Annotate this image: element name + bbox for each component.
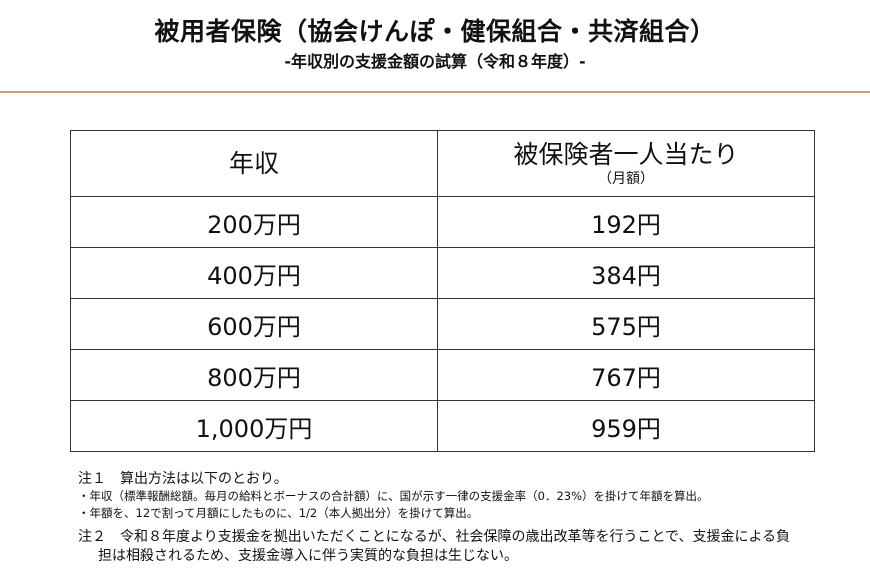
note1-bullet: ・年収（標準報酬総額。毎月の給料とボーナスの合計額）に、国が示す一律の支援金率（… [78,489,709,503]
notes-section: 注１ 算出方法は以下のとおり。 ・年収（標準報酬総額。毎月の給料とボーナスの合計… [78,470,858,566]
header-annual-income: 年収 [70,130,438,197]
divider-line [0,91,870,93]
amount-cell: 192円 [437,196,815,248]
amount-cell: 959円 [437,400,815,452]
note2-line: 注２ 令和８年度より支援金を拠出いただくことになるが、社会保障の歳出改革等を行う… [78,529,791,545]
table-row: 600万円 575円 [70,298,815,350]
amount-cell: 384円 [437,247,815,299]
header-per-insured-monthly: 被保険者一人当たり （月額） [437,130,815,197]
table-header-row: 年収 被保険者一人当たり （月額） [70,130,815,197]
income-cell: 600万円 [70,298,438,350]
income-cell: 1,000万円 [70,400,438,452]
note2-line: 担は相殺されるため、支援金導入に伴う実質的な負担は生じない。 [98,548,518,564]
contribution-table: 年収 被保険者一人当たり （月額） 200万円 192円 400万円 384円 … [70,130,815,452]
page-subtitle: -年収別の支援金額の試算（令和８年度）- [284,52,586,71]
income-cell: 800万円 [70,349,438,401]
table-row: 200万円 192円 [70,196,815,248]
table-row: 800万円 767円 [70,349,815,401]
table-row: 1,000万円 959円 [70,400,815,452]
page-title: 被用者保険（協会けんぽ・健保組合・共済組合） [154,17,716,46]
note1-heading: 注１ 算出方法は以下のとおり。 [78,471,288,487]
amount-cell: 767円 [437,349,815,401]
note1-bullet: ・年額を、12で割って月額にしたものに、1/2（本人拠出分）を掛けて算出。 [78,506,479,520]
amount-cell: 575円 [437,298,815,350]
table-row: 400万円 384円 [70,247,815,299]
income-cell: 200万円 [70,196,438,248]
income-cell: 400万円 [70,247,438,299]
note2: 注２ 令和８年度より支援金を拠出いただくことになるが、社会保障の歳出改革等を行う… [78,528,858,566]
